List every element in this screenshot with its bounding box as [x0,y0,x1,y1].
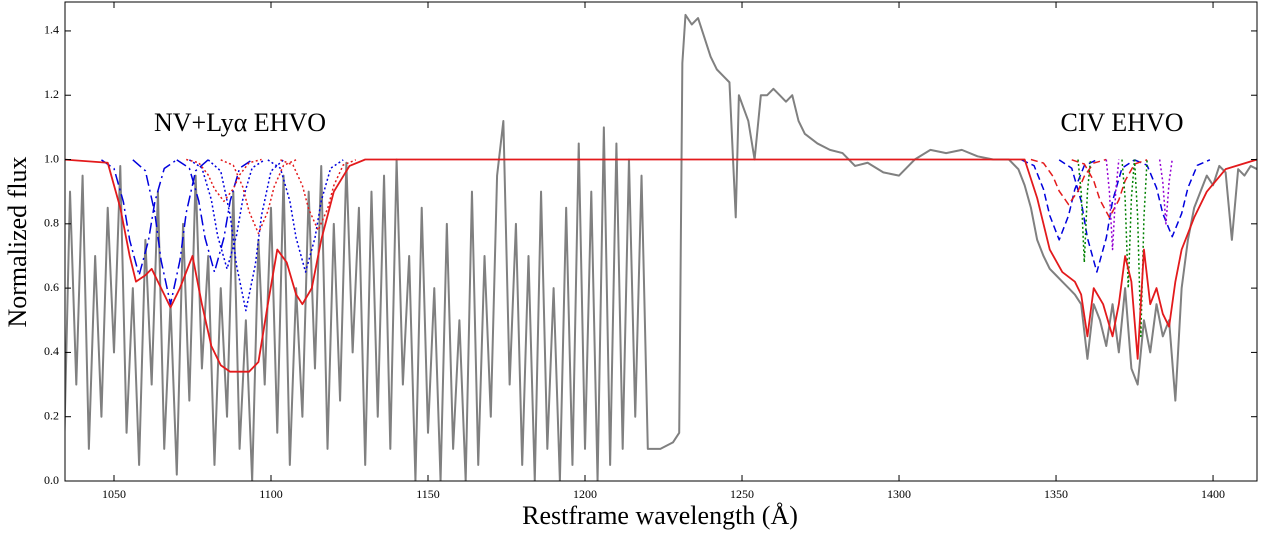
plot-frame [64,1,1258,482]
spectrum-line [176,159,253,273]
y-tick-label: 0.4 [44,344,59,358]
y-axis-label: Normalized flux [3,156,32,327]
spectrum-line [186,158,262,203]
y-tick-label: 1.2 [44,87,59,101]
y-tick-label: 0.0 [44,473,59,487]
spectrum-line [220,159,297,235]
x-tick-label: 1300 [887,487,911,501]
x-tick-label: 1050 [102,487,126,501]
x-tick-label: 1100 [259,487,283,501]
y-tick-label: 0.2 [44,408,59,422]
spectrum-line [65,158,1257,373]
spectrum-line [207,159,285,312]
x-tick-label: 1400 [1201,487,1225,501]
y-tick-label: 0.8 [44,216,59,230]
spectrum-line [132,159,209,305]
x-tick-label: 1150 [416,487,440,501]
spectrum-line [1134,159,1211,238]
annotation: NV+Lyα EHVO [154,108,326,137]
y-tick-label: 1.0 [44,151,59,165]
spectrum-line [65,13,1257,481]
y-tick-label: 0.6 [44,280,59,294]
spectrum-line [267,159,344,273]
y-tick-label: 1.4 [44,23,59,37]
spectrum-line [1105,159,1120,251]
x-tick-label: 1350 [1044,487,1068,501]
x-axis-label: Restframe wavelength (Å) [522,501,798,530]
plot-lines [65,13,1257,481]
x-tick-label: 1250 [730,487,754,501]
annotation: CIV EHVO [1060,108,1183,137]
x-tick-label: 1200 [573,487,597,501]
spectrum-line [1158,159,1173,225]
spectrum-line [1077,159,1092,264]
spectrum-line [1030,158,1107,206]
spectrum-line [1058,159,1135,273]
spectrum-line [188,159,266,270]
spectrum-line [101,159,178,277]
spectrum-line [1133,159,1148,338]
spectrum-line [1021,159,1098,241]
spectrum-line [1071,159,1148,219]
